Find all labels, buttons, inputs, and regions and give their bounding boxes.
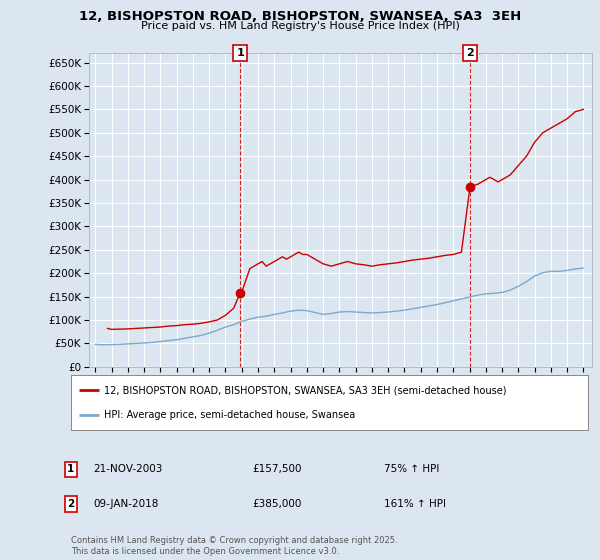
Text: 2: 2 bbox=[67, 499, 74, 509]
Text: 09-JAN-2018: 09-JAN-2018 bbox=[93, 499, 158, 509]
Text: 21-NOV-2003: 21-NOV-2003 bbox=[93, 464, 163, 474]
Text: 12, BISHOPSTON ROAD, BISHOPSTON, SWANSEA, SA3  3EH: 12, BISHOPSTON ROAD, BISHOPSTON, SWANSEA… bbox=[79, 10, 521, 23]
Text: 12, BISHOPSTON ROAD, BISHOPSTON, SWANSEA, SA3 3EH (semi-detached house): 12, BISHOPSTON ROAD, BISHOPSTON, SWANSEA… bbox=[104, 385, 507, 395]
Text: £157,500: £157,500 bbox=[252, 464, 302, 474]
Text: 161% ↑ HPI: 161% ↑ HPI bbox=[384, 499, 446, 509]
Text: 75% ↑ HPI: 75% ↑ HPI bbox=[384, 464, 439, 474]
Text: HPI: Average price, semi-detached house, Swansea: HPI: Average price, semi-detached house,… bbox=[104, 410, 356, 420]
Text: Contains HM Land Registry data © Crown copyright and database right 2025.
This d: Contains HM Land Registry data © Crown c… bbox=[71, 536, 397, 556]
Text: 2: 2 bbox=[466, 48, 474, 58]
Text: Price paid vs. HM Land Registry's House Price Index (HPI): Price paid vs. HM Land Registry's House … bbox=[140, 21, 460, 31]
Text: £385,000: £385,000 bbox=[252, 499, 301, 509]
Text: 1: 1 bbox=[67, 464, 74, 474]
Text: 1: 1 bbox=[236, 48, 244, 58]
